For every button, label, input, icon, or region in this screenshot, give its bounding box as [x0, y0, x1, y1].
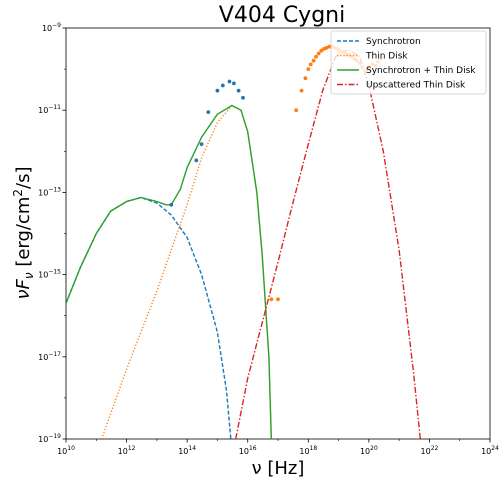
data-point [294, 108, 299, 113]
y-tick-label: 10−11 [38, 104, 61, 115]
series-lines [66, 48, 421, 439]
legend-box [330, 30, 487, 95]
series-line-synchrotron-thin-disk [66, 104, 272, 439]
data-point [215, 88, 220, 93]
series-line-upscattered-thin-disk [235, 48, 421, 439]
x-tick-label: 1022 [421, 445, 439, 456]
y-axis-ticks: 10−19 10−17 10−15 10−13 10−11 10−9 [38, 22, 66, 444]
data-point [324, 45, 329, 50]
legend-item: Synchrotron + Thin Disk [337, 66, 476, 76]
x-tick-label: 1018 [299, 445, 317, 456]
legend-label: Synchrotron [366, 37, 421, 47]
legend: Synchrotron Thin Disk Synchrotron + Thin D… [330, 30, 487, 95]
x-tick-label: 1020 [360, 445, 378, 456]
legend-label: Upscattered Thin Disk [366, 81, 466, 91]
data-point [299, 88, 304, 93]
x-tick-label: 1014 [178, 445, 196, 456]
data-point [220, 83, 225, 88]
y-tick-label: 10−9 [42, 22, 61, 33]
series-line-synchrotron [66, 196, 232, 439]
x-axis-label: ν [Hz] [252, 458, 305, 479]
y-tick-label: 10−19 [38, 433, 61, 444]
data-point [169, 202, 174, 207]
data-point [303, 76, 308, 81]
data-point [232, 81, 236, 86]
data-point [227, 79, 232, 84]
y-tick-label: 10−17 [38, 351, 61, 362]
data-point [269, 297, 274, 302]
data-point [241, 95, 245, 100]
data-point [314, 54, 318, 59]
x-tick-label: 1024 [481, 445, 499, 456]
y-tick-label: 10−15 [38, 269, 61, 280]
data-point [276, 297, 280, 302]
data-point [316, 51, 321, 56]
legend-item: Thin Disk [337, 52, 408, 62]
legend-label: Thin Disk [365, 52, 408, 62]
y-axis-label: νFν [erg/cm2/s] [11, 166, 36, 299]
y-tick-label: 10−13 [38, 186, 61, 197]
legend-item: Upscattered Thin Disk [337, 81, 466, 91]
data-point [194, 158, 199, 163]
legend-item: Synchrotron [337, 37, 421, 47]
data-point [236, 88, 241, 93]
data-point [319, 48, 324, 53]
chart-title: V404 Cygni [219, 3, 345, 28]
data-point [311, 58, 316, 63]
legend-label: Synchrotron + Thin Disk [366, 66, 476, 76]
data-point [199, 142, 204, 147]
data-point [308, 62, 313, 67]
x-axis-ticks: 1010 1012 1014 1016 1018 1020 1022 1024 [57, 439, 499, 456]
data-point [306, 67, 311, 71]
x-tick-label: 1016 [239, 445, 257, 456]
x-tick-label: 1012 [118, 445, 136, 456]
x-tick-label: 1010 [57, 445, 75, 456]
data-point [206, 110, 211, 114]
